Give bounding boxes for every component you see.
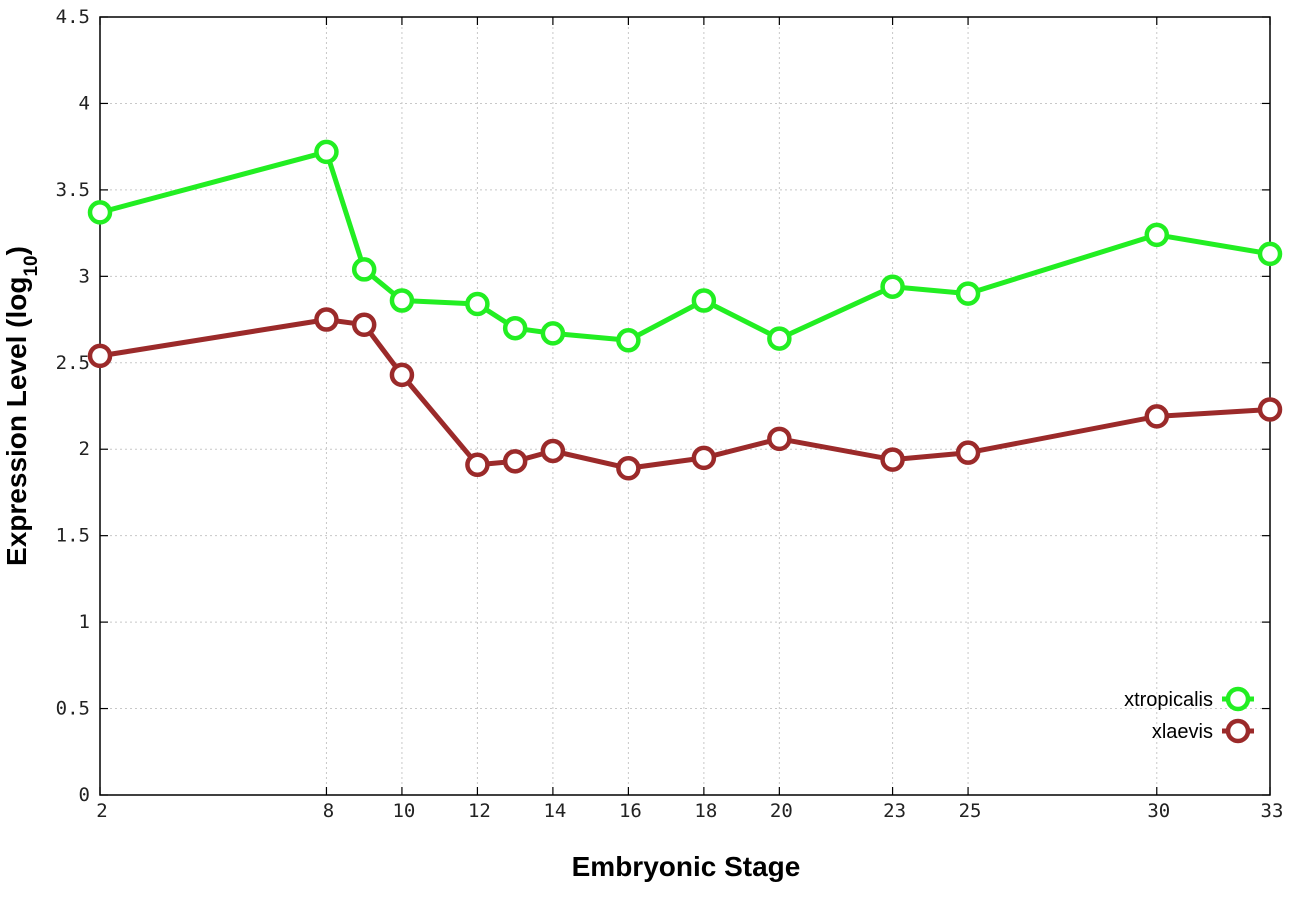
data-point bbox=[767, 326, 792, 351]
x-tick-label: 33 bbox=[1261, 800, 1284, 822]
data-point bbox=[691, 445, 717, 471]
x-tick-label: 2 bbox=[96, 800, 107, 822]
x-tick-label: 18 bbox=[694, 800, 717, 822]
x-tick-label: 20 bbox=[770, 800, 793, 822]
legend-swatch-marker bbox=[1225, 718, 1251, 744]
series-xtropicalis bbox=[87, 139, 1283, 353]
data-point bbox=[465, 452, 490, 478]
data-point bbox=[540, 438, 566, 464]
legend: xtropicalis xlaevis bbox=[1124, 686, 1254, 744]
y-tick-label: 2.5 bbox=[56, 352, 90, 374]
y-tick-label: 4 bbox=[79, 92, 90, 114]
grid-lines bbox=[100, 17, 1270, 795]
data-point bbox=[616, 328, 641, 353]
x-tick-label: 10 bbox=[392, 800, 415, 822]
y-tick-label: 3 bbox=[79, 265, 90, 287]
data-point bbox=[1144, 222, 1170, 248]
x-tick-label: 14 bbox=[543, 800, 566, 822]
data-point bbox=[502, 315, 528, 341]
data-point bbox=[880, 274, 905, 299]
axis-ticks: 2 8 10 12 14 16 18 20 23 25 30 33 0 0.5 1 1.5 2 2.5 3 3.5 4 4… bbox=[56, 6, 1284, 822]
data-point bbox=[314, 307, 339, 332]
data-point bbox=[955, 440, 981, 465]
x-tick-label: 8 bbox=[323, 800, 334, 822]
y-tick-label: 0 bbox=[79, 784, 90, 806]
y-axis-title: Expression Level (log10) bbox=[1, 246, 42, 566]
x-tick-label: 23 bbox=[883, 800, 906, 822]
y-tick-label: 3.5 bbox=[56, 179, 90, 201]
y-tick-label: 1 bbox=[79, 611, 90, 633]
legend-label: xlaevis bbox=[1152, 721, 1213, 743]
data-point bbox=[87, 200, 113, 225]
data-point bbox=[389, 362, 415, 388]
legend-entry-xlaevis: xlaevis bbox=[1152, 718, 1254, 744]
y-axis-title-close: ) bbox=[1, 246, 32, 255]
data-point bbox=[351, 312, 377, 337]
data-point bbox=[502, 449, 528, 474]
data-point bbox=[880, 447, 905, 472]
data-point bbox=[351, 257, 377, 282]
y-tick-label: 0.5 bbox=[56, 698, 90, 720]
data-point bbox=[1257, 397, 1283, 422]
data-point bbox=[465, 291, 490, 317]
series-line bbox=[99, 317, 1271, 471]
y-tick-label: 2 bbox=[79, 438, 90, 460]
legend-label: xtropicalis bbox=[1124, 689, 1213, 711]
x-tick-label: 30 bbox=[1147, 800, 1170, 822]
data-point bbox=[314, 139, 339, 165]
data-point bbox=[540, 321, 566, 346]
data-point bbox=[767, 426, 792, 452]
data-point bbox=[691, 288, 717, 313]
y-tick-label: 1.5 bbox=[56, 525, 90, 547]
y-axis-title-main: Expression Level (log bbox=[1, 277, 32, 566]
y-axis-title-subscript: 10 bbox=[21, 255, 42, 276]
x-axis-title: Embryonic Stage bbox=[572, 851, 801, 882]
x-tick-label: 25 bbox=[959, 800, 982, 822]
series-xlaevis bbox=[87, 307, 1283, 481]
data-point bbox=[1257, 241, 1283, 267]
x-tick-label: 16 bbox=[619, 800, 642, 822]
plot-frame bbox=[99, 16, 1271, 796]
legend-swatch-marker bbox=[1225, 686, 1251, 712]
data-point bbox=[1144, 404, 1170, 429]
series-lines bbox=[87, 139, 1283, 481]
data-point bbox=[389, 288, 415, 313]
x-tick-label: 12 bbox=[468, 800, 491, 822]
legend-entry-xtropicalis: xtropicalis bbox=[1124, 686, 1254, 712]
y-tick-label: 4.5 bbox=[56, 6, 90, 28]
data-point bbox=[616, 455, 641, 481]
data-point bbox=[955, 281, 981, 306]
data-point bbox=[87, 343, 113, 369]
series-line bbox=[99, 149, 1271, 343]
